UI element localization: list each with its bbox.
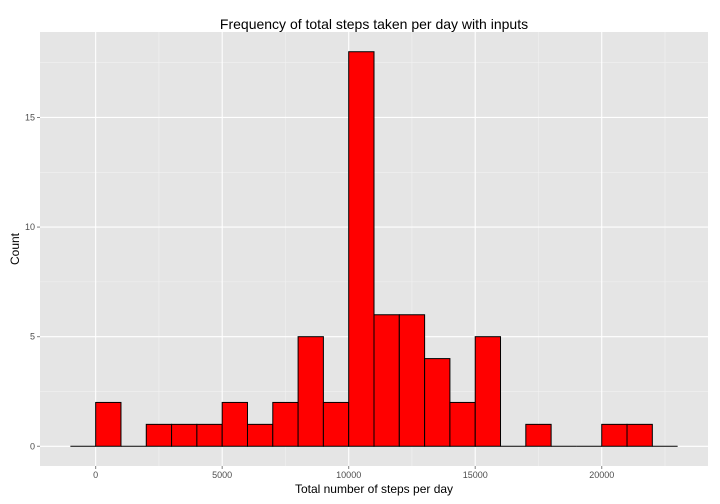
histogram-bar bbox=[626, 423, 653, 447]
histogram-bar bbox=[221, 401, 248, 447]
x-tick-label: 5000 bbox=[212, 470, 232, 480]
histogram-bar bbox=[95, 401, 122, 447]
histogram-bar bbox=[474, 336, 502, 447]
histogram-bar bbox=[449, 401, 476, 447]
histogram-bar bbox=[398, 314, 426, 447]
x-tick-label: 0 bbox=[93, 470, 98, 480]
histogram-bar bbox=[145, 423, 173, 447]
chart-title: Frequency of total steps taken per day w… bbox=[220, 16, 528, 32]
histogram-bar bbox=[246, 423, 274, 447]
histogram-bars bbox=[70, 51, 678, 447]
y-tick-label: 5 bbox=[30, 332, 35, 342]
y-axis-ticks: 0 5 10 15 bbox=[25, 112, 40, 451]
x-axis-ticks: 0 5000 10000 15000 20000 bbox=[93, 466, 614, 480]
histogram-bar bbox=[601, 423, 628, 447]
histogram-bar bbox=[525, 423, 552, 447]
histogram-bar bbox=[297, 336, 324, 447]
histogram-bar bbox=[171, 423, 198, 447]
y-axis-title: Count bbox=[8, 232, 22, 265]
histogram-bar bbox=[322, 401, 350, 447]
x-tick-label: 20000 bbox=[589, 470, 614, 480]
x-axis-title: Total number of steps per day bbox=[295, 482, 453, 496]
histogram-bar bbox=[348, 51, 375, 447]
histogram-bar bbox=[373, 314, 400, 447]
histogram-bar bbox=[424, 358, 451, 447]
y-tick-label: 10 bbox=[25, 222, 35, 232]
histogram-bar bbox=[196, 423, 223, 447]
x-tick-label: 15000 bbox=[463, 470, 488, 480]
histogram-bar bbox=[272, 401, 299, 447]
x-tick-label: 10000 bbox=[336, 470, 361, 480]
y-tick-label: 15 bbox=[25, 112, 35, 122]
y-tick-label: 0 bbox=[30, 441, 35, 451]
